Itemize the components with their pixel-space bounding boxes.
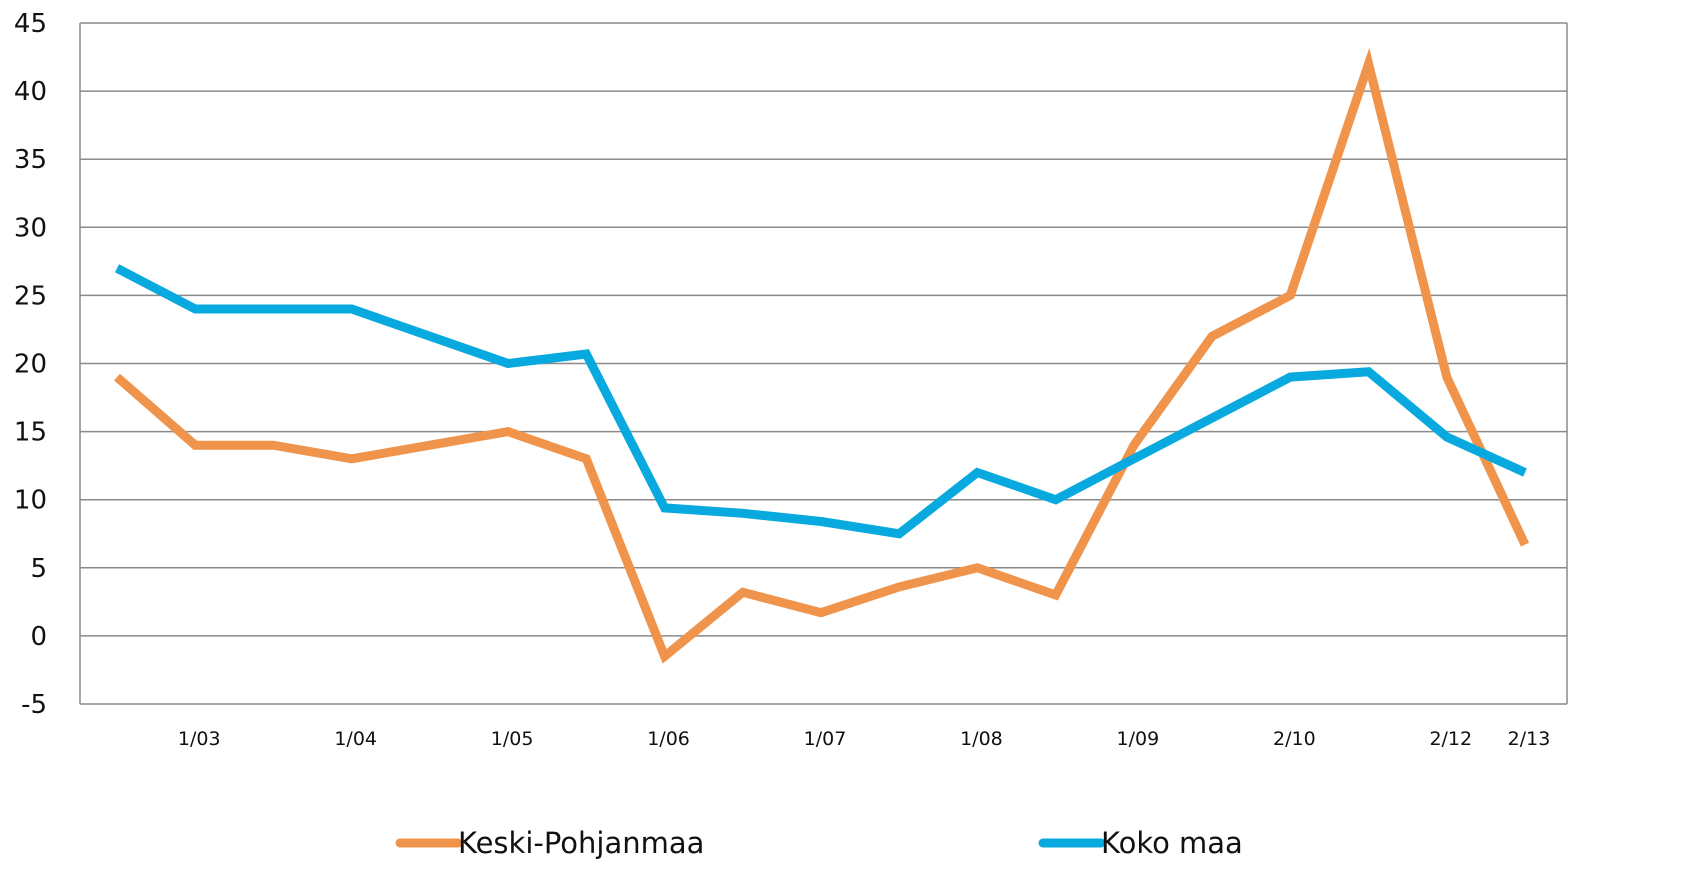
- gridlines: [79, 22, 1568, 705]
- y-tick-label: 20: [14, 350, 47, 380]
- y-tick-label: 25: [14, 281, 47, 311]
- y-tick-label: 15: [14, 418, 47, 448]
- y-tick-label: 40: [14, 77, 47, 107]
- x-tick-label: 1/03: [178, 728, 221, 750]
- x-tick-label: 2/13: [1508, 728, 1551, 750]
- legend-label: Keski-Pohjanmaa: [458, 826, 704, 860]
- y-tick-label: 0: [30, 622, 47, 652]
- x-tick-label: 1/08: [960, 728, 1003, 750]
- x-axis-ticks: 1/03 1/04 1/05 1/06 1/07 1/08 1/09 2/10 2/12 2/13: [178, 728, 1550, 750]
- x-tick-label: 1/04: [334, 728, 377, 750]
- x-tick-label: 2/12: [1429, 728, 1472, 750]
- y-tick-label: 35: [14, 145, 47, 175]
- x-tick-label: 2/10: [1273, 728, 1316, 750]
- legend-label: Koko maa: [1101, 826, 1243, 860]
- x-tick-label: 1/05: [491, 728, 534, 750]
- y-tick-label: 10: [14, 486, 47, 516]
- y-tick-label: 30: [14, 213, 47, 243]
- y-tick-label: 45: [14, 9, 47, 39]
- legend: Keski-Pohjanmaa Koko maa: [395, 826, 1243, 860]
- series-line-koko-maa: [114, 264, 1527, 539]
- series-line-keski-pohjanmaa: [114, 47, 1530, 664]
- y-tick-label: -5: [21, 690, 47, 720]
- x-tick-label: 1/06: [647, 728, 690, 750]
- y-tick-label: 5: [30, 554, 47, 584]
- x-tick-label: 1/07: [804, 728, 847, 750]
- y-axis-ticks: -5 0 5 10 15 20 25 30 35 40 45: [14, 9, 47, 720]
- series-lines: [114, 47, 1530, 664]
- x-tick-label: 1/09: [1117, 728, 1160, 750]
